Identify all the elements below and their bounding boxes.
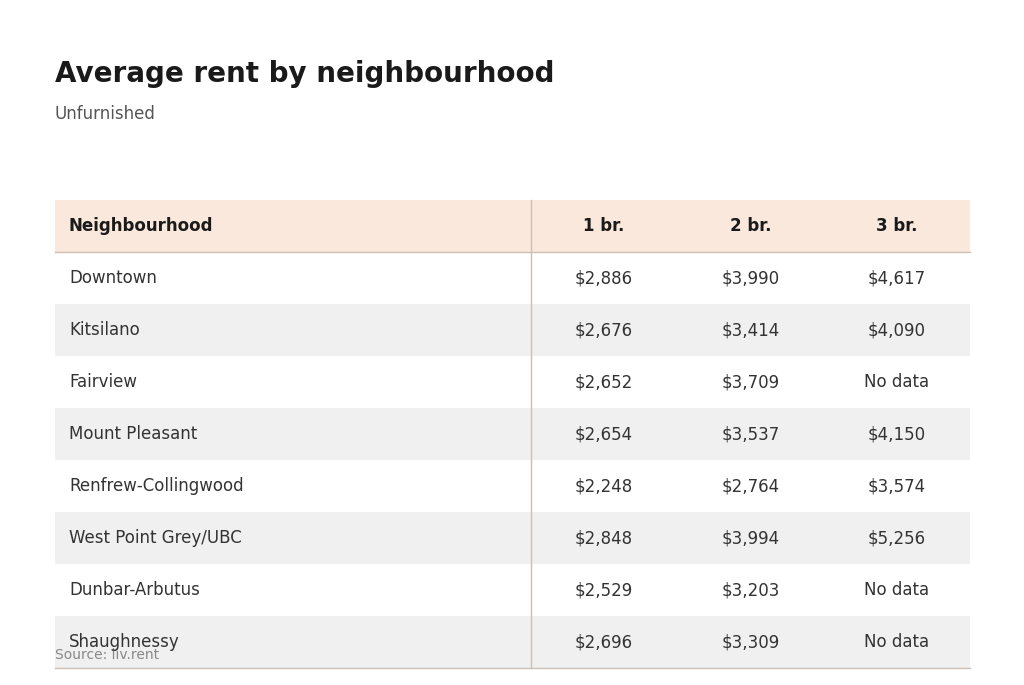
Bar [55, 512, 970, 564]
Text: $3,990: $3,990 [721, 269, 779, 287]
Text: $4,090: $4,090 [867, 321, 926, 339]
Text: Renfrew-Collingwood: Renfrew-Collingwood [69, 477, 244, 495]
Text: Shaughnessy: Shaughnessy [69, 633, 180, 651]
Text: Downtown: Downtown [69, 269, 157, 287]
Bar [55, 460, 970, 512]
Text: $3,414: $3,414 [721, 321, 779, 339]
Bar [55, 356, 970, 408]
Text: $3,709: $3,709 [721, 373, 779, 391]
Text: $2,696: $2,696 [574, 633, 633, 651]
Text: $3,994: $3,994 [721, 529, 779, 547]
Text: 1 br.: 1 br. [584, 217, 625, 235]
Text: $2,848: $2,848 [574, 529, 633, 547]
Text: Neighbourhood: Neighbourhood [69, 217, 213, 235]
Text: Unfurnished: Unfurnished [55, 105, 156, 123]
Text: No data: No data [864, 373, 930, 391]
Bar [55, 564, 970, 616]
Text: $5,256: $5,256 [867, 529, 926, 547]
Text: $2,529: $2,529 [574, 581, 633, 599]
Text: 3 br.: 3 br. [877, 217, 918, 235]
Text: 2 br.: 2 br. [730, 217, 771, 235]
Text: $2,676: $2,676 [574, 321, 633, 339]
Text: No data: No data [864, 633, 930, 651]
Text: $3,537: $3,537 [721, 425, 779, 443]
Text: $2,654: $2,654 [574, 425, 633, 443]
Text: $3,203: $3,203 [721, 581, 779, 599]
Text: Source: liv.rent: Source: liv.rent [55, 648, 159, 662]
Text: Kitsilano: Kitsilano [69, 321, 139, 339]
Bar [55, 408, 970, 460]
Text: $4,617: $4,617 [867, 269, 926, 287]
Bar [55, 616, 970, 668]
Text: $2,248: $2,248 [574, 477, 633, 495]
Text: $3,574: $3,574 [867, 477, 926, 495]
Bar [55, 200, 970, 252]
Text: West Point Grey/UBC: West Point Grey/UBC [69, 529, 242, 547]
Text: $4,150: $4,150 [867, 425, 926, 443]
Text: $2,886: $2,886 [574, 269, 633, 287]
Text: Mount Pleasant: Mount Pleasant [69, 425, 198, 443]
Text: $2,764: $2,764 [721, 477, 779, 495]
Text: $3,309: $3,309 [721, 633, 779, 651]
Text: Average rent by neighbourhood: Average rent by neighbourhood [55, 60, 555, 88]
Text: Fairview: Fairview [69, 373, 137, 391]
Bar [55, 252, 970, 304]
Text: $2,652: $2,652 [574, 373, 633, 391]
Text: Dunbar-Arbutus: Dunbar-Arbutus [69, 581, 200, 599]
Bar [55, 304, 970, 356]
Text: No data: No data [864, 581, 930, 599]
